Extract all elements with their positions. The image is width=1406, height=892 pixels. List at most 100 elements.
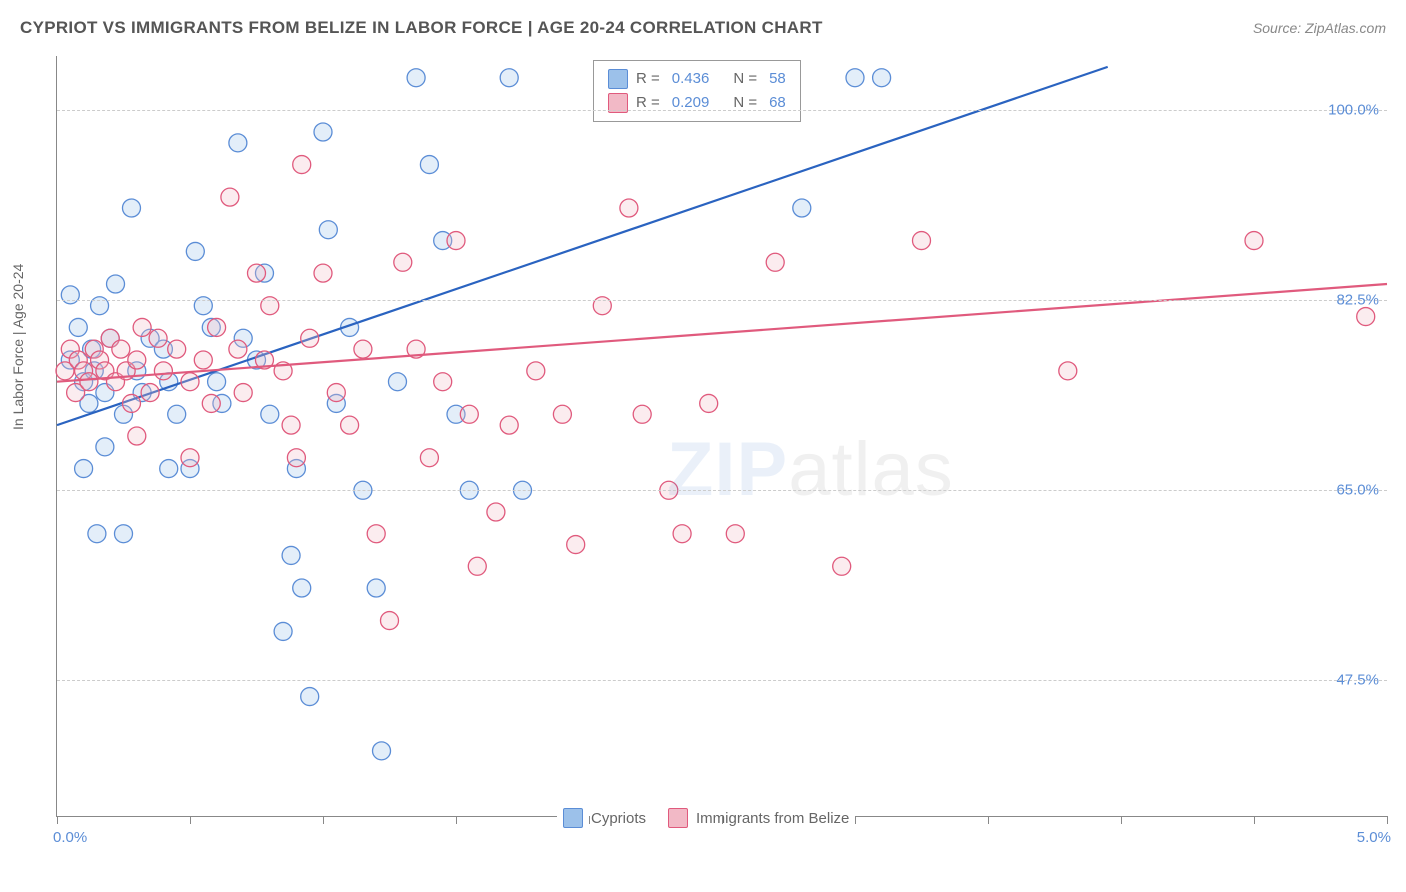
x-tick bbox=[1254, 816, 1255, 824]
data-point bbox=[208, 318, 226, 336]
data-point bbox=[567, 536, 585, 554]
data-point bbox=[367, 525, 385, 543]
legend-label: Cypriots bbox=[591, 810, 646, 827]
data-point bbox=[234, 384, 252, 402]
data-point bbox=[527, 362, 545, 380]
x-tick bbox=[855, 816, 856, 824]
n-value: 58 bbox=[769, 67, 786, 91]
x-tick bbox=[57, 816, 58, 824]
legend-swatch bbox=[563, 808, 583, 828]
r-value: 0.209 bbox=[672, 91, 710, 115]
data-point bbox=[186, 242, 204, 260]
data-point bbox=[553, 405, 571, 423]
data-point bbox=[327, 384, 345, 402]
data-point bbox=[388, 373, 406, 391]
data-point bbox=[420, 156, 438, 174]
y-axis-label: In Labor Force | Age 20-24 bbox=[10, 264, 26, 430]
data-point bbox=[846, 69, 864, 87]
data-point bbox=[833, 557, 851, 575]
data-point bbox=[122, 394, 140, 412]
data-point bbox=[913, 232, 931, 250]
x-tick bbox=[1121, 816, 1122, 824]
data-point bbox=[75, 460, 93, 478]
data-point bbox=[160, 460, 178, 478]
data-point bbox=[80, 373, 98, 391]
x-tick bbox=[988, 816, 989, 824]
data-point bbox=[287, 449, 305, 467]
y-tick-label: 100.0% bbox=[1328, 102, 1379, 119]
data-point bbox=[367, 579, 385, 597]
data-point bbox=[673, 525, 691, 543]
data-point bbox=[700, 394, 718, 412]
data-point bbox=[500, 69, 518, 87]
data-point bbox=[500, 416, 518, 434]
legend-item: Cypriots bbox=[563, 808, 646, 828]
data-point bbox=[128, 427, 146, 445]
data-point bbox=[301, 688, 319, 706]
data-point bbox=[282, 416, 300, 434]
legend-swatch bbox=[608, 69, 628, 89]
series-legend: Cypriots Immigrants from Belize bbox=[557, 808, 855, 828]
gridline bbox=[57, 680, 1387, 681]
x-tick bbox=[1387, 816, 1388, 824]
data-point bbox=[202, 394, 220, 412]
data-point bbox=[793, 199, 811, 217]
data-point bbox=[128, 351, 146, 369]
data-point bbox=[381, 612, 399, 630]
data-point bbox=[373, 742, 391, 760]
n-label: N = bbox=[733, 91, 757, 115]
data-point bbox=[301, 329, 319, 347]
data-point bbox=[261, 405, 279, 423]
data-point bbox=[221, 188, 239, 206]
data-point bbox=[434, 373, 452, 391]
data-point bbox=[112, 340, 130, 358]
r-label: R = bbox=[636, 67, 660, 91]
x-tick bbox=[589, 816, 590, 824]
data-point bbox=[460, 405, 478, 423]
data-point bbox=[141, 384, 159, 402]
data-point bbox=[293, 156, 311, 174]
data-point bbox=[88, 525, 106, 543]
data-point bbox=[274, 622, 292, 640]
x-tick bbox=[456, 816, 457, 824]
legend-row: R =0.436N =58 bbox=[608, 67, 786, 91]
data-point bbox=[407, 69, 425, 87]
chart-title: CYPRIOT VS IMMIGRANTS FROM BELIZE IN LAB… bbox=[20, 18, 823, 38]
data-point bbox=[168, 340, 186, 358]
data-point bbox=[229, 134, 247, 152]
data-point bbox=[1245, 232, 1263, 250]
n-label: N = bbox=[733, 67, 757, 91]
data-point bbox=[726, 525, 744, 543]
legend-swatch bbox=[668, 808, 688, 828]
data-point bbox=[194, 351, 212, 369]
gridline bbox=[57, 490, 1387, 491]
data-point bbox=[420, 449, 438, 467]
data-point bbox=[154, 362, 172, 380]
x-axis-min-label: 0.0% bbox=[53, 829, 87, 846]
legend-label: Immigrants from Belize bbox=[696, 810, 849, 827]
x-tick bbox=[190, 816, 191, 824]
x-tick bbox=[323, 816, 324, 824]
data-point bbox=[873, 69, 891, 87]
data-point bbox=[354, 340, 372, 358]
y-tick-label: 65.0% bbox=[1336, 482, 1379, 499]
data-point bbox=[468, 557, 486, 575]
x-axis-max-label: 5.0% bbox=[1357, 829, 1391, 846]
legend-item: Immigrants from Belize bbox=[668, 808, 849, 828]
source-attribution: Source: ZipAtlas.com bbox=[1253, 20, 1386, 36]
gridline bbox=[57, 300, 1387, 301]
data-point bbox=[96, 438, 114, 456]
data-point bbox=[487, 503, 505, 521]
data-point bbox=[69, 318, 87, 336]
data-point bbox=[314, 264, 332, 282]
y-tick-label: 82.5% bbox=[1336, 292, 1379, 309]
data-point bbox=[133, 318, 151, 336]
data-point bbox=[341, 416, 359, 434]
data-point bbox=[447, 232, 465, 250]
legend-row: R = 0.209 N = 68 bbox=[608, 91, 786, 115]
x-tick bbox=[722, 816, 723, 824]
n-value: 68 bbox=[769, 91, 786, 115]
data-point bbox=[620, 199, 638, 217]
data-point bbox=[1357, 308, 1375, 326]
r-label: R = bbox=[636, 91, 660, 115]
